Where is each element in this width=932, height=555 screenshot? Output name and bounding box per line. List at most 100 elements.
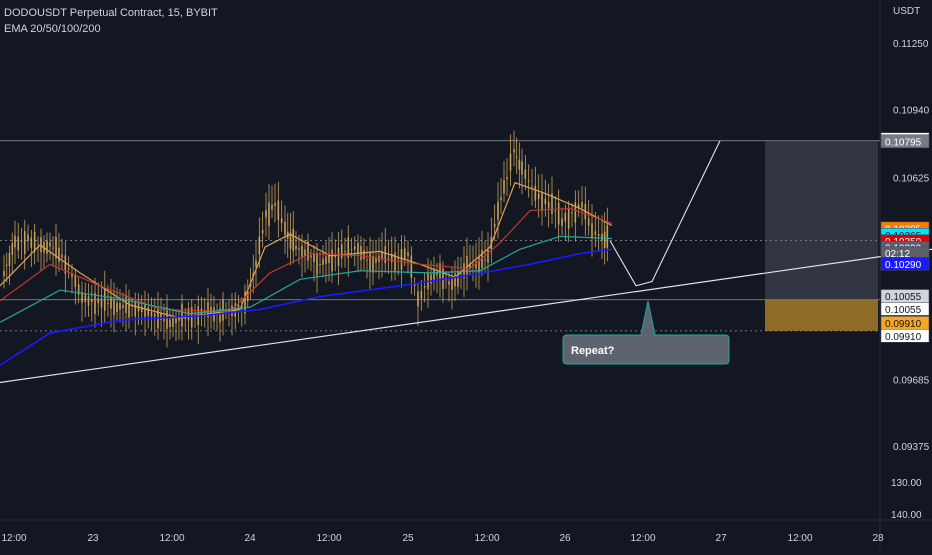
candle-body [518, 159, 521, 170]
candle-body [8, 253, 11, 266]
candle-body [403, 248, 406, 260]
candle-body [397, 258, 400, 260]
candle-body [255, 260, 257, 267]
x-tick-label: 12:00 [159, 533, 184, 544]
candle-body [506, 177, 508, 180]
projection-path[interactable] [609, 140, 721, 287]
candle-body [561, 218, 563, 227]
candle-body [17, 236, 20, 251]
candle-body [74, 275, 77, 288]
candle-body [237, 304, 240, 309]
x-tick-label: 12:00 [316, 533, 341, 544]
candle-body [594, 231, 597, 235]
candle-body [110, 296, 112, 309]
candle-body [413, 284, 416, 286]
candle-body [169, 319, 171, 327]
candle-body [347, 237, 350, 259]
candle-body [537, 193, 540, 199]
y-tick-label: 0.09375 [893, 442, 930, 453]
x-tick-label: 12:00 [630, 533, 655, 544]
candle-body [394, 252, 396, 272]
candle-body [87, 296, 90, 306]
candle-body [445, 278, 447, 281]
candle-body [58, 247, 60, 262]
candle-body [357, 242, 359, 255]
candle-body [451, 278, 453, 290]
candle-body [601, 233, 603, 241]
chart-title: DODOUSDT Perpetual Contract, 15, BYBIT [4, 7, 218, 19]
candle-body [436, 273, 438, 276]
candle-body [49, 242, 51, 247]
candle-body [384, 246, 387, 264]
candle-body [289, 232, 292, 249]
candle-body [292, 229, 295, 252]
candle-body [551, 193, 553, 215]
candle-body [64, 255, 67, 274]
candle-body [187, 308, 190, 321]
y-tick-label: 0.09685 [893, 375, 930, 386]
candle-body [258, 236, 261, 255]
candle-body [175, 318, 177, 324]
candle-body [337, 247, 340, 266]
candle-body [277, 200, 280, 221]
candle-body [301, 245, 303, 259]
trendline[interactable] [0, 248, 932, 384]
candle-body [304, 249, 306, 256]
candle-body [33, 231, 36, 252]
price-label: 0.10055 [885, 305, 922, 316]
candle-body [319, 264, 321, 266]
price-label: 0.10055 [885, 292, 922, 303]
candle-body [81, 291, 83, 303]
candle-body [410, 255, 413, 278]
price-label-box [880, 329, 930, 343]
candle-body [503, 180, 505, 194]
candle-body [249, 283, 252, 287]
candle-body [125, 294, 127, 313]
candle-body [534, 185, 537, 201]
candle-body [122, 304, 124, 308]
candle-body [515, 156, 518, 158]
candle-body [298, 248, 300, 250]
candle-body [544, 198, 547, 205]
candle-body [547, 201, 550, 209]
candle-body [400, 248, 403, 270]
candle-body [587, 218, 590, 226]
price-label: 0.09910 [885, 319, 922, 330]
candle-body [274, 203, 276, 206]
candle-body [144, 303, 146, 317]
annotation-callout[interactable] [562, 300, 730, 365]
candle-body [448, 281, 450, 285]
price-label: 0.10290 [885, 260, 922, 271]
candle-body [325, 256, 327, 264]
x-tick-label: 12:00 [787, 533, 812, 544]
candle-body [265, 210, 267, 218]
secondary-scale-label: 140.00 [891, 510, 922, 521]
price-label-box [880, 302, 930, 316]
candle-body [200, 308, 203, 316]
annotation-text: Repeat? [571, 345, 615, 357]
candle-body [71, 273, 73, 278]
candle-body [487, 250, 489, 263]
candle-body [3, 271, 5, 276]
candle-body [181, 303, 183, 327]
candle-body [100, 298, 103, 308]
candle-body [316, 253, 318, 276]
candle-body [172, 317, 174, 327]
candle-body [163, 317, 165, 322]
candle-body [574, 202, 577, 223]
candle-body [20, 240, 23, 242]
candle-body [369, 252, 371, 272]
candle-body [475, 261, 477, 269]
x-tick-label: 28 [872, 533, 884, 544]
candle-body [554, 210, 557, 212]
candle-body [307, 241, 309, 261]
candle-body [463, 263, 465, 278]
position-target-zone[interactable] [765, 140, 878, 300]
candle-body [5, 264, 8, 266]
position-stop-zone[interactable] [765, 299, 878, 331]
candle-body [387, 257, 390, 259]
x-tick-label: 25 [402, 533, 414, 544]
candle-body [497, 201, 499, 220]
